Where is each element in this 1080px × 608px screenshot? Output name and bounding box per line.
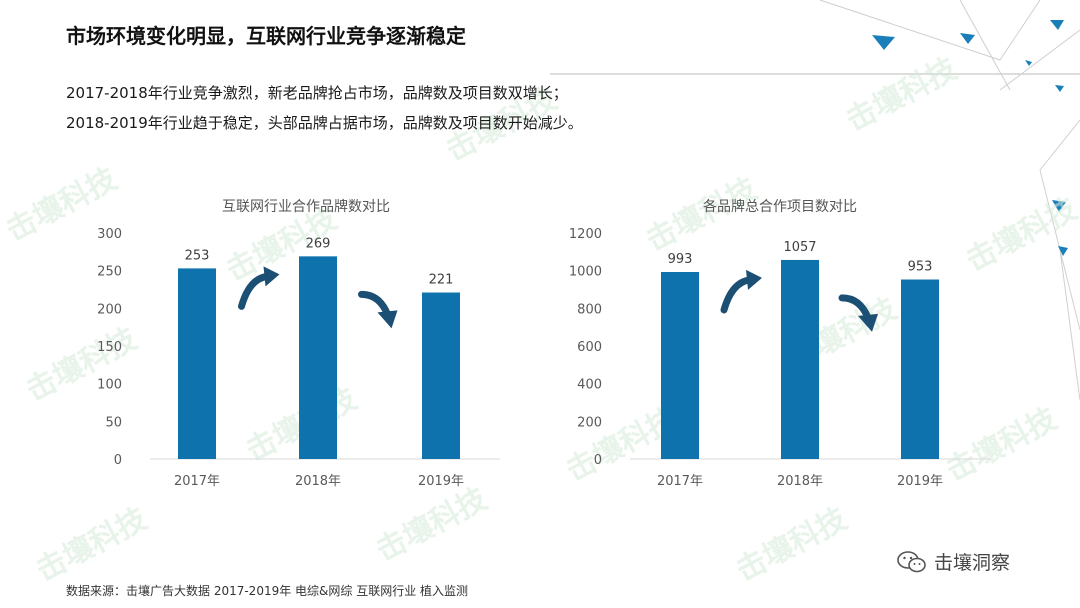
- y-tick-label: 600: [577, 340, 602, 355]
- y-tick-label: 1200: [569, 227, 602, 242]
- chart-2-title: 各品牌总合作项目数对比: [703, 199, 857, 215]
- data-label: 1057: [783, 240, 816, 255]
- data-label: 253: [185, 248, 210, 263]
- up-arrow-icon: [720, 276, 754, 314]
- summary-line-1: 2017-2018年行业竞争激烈，新老品牌抢占市场，品牌数及项目数双增长；: [66, 84, 568, 102]
- bar: [299, 256, 337, 459]
- chart-1-title: 互联网行业合作品牌数对比: [222, 199, 390, 215]
- bar: [901, 279, 939, 459]
- bar: [422, 292, 460, 459]
- y-tick-label: 400: [577, 378, 602, 393]
- x-tick-label: 2017年: [174, 474, 220, 489]
- data-label: 221: [429, 273, 454, 288]
- x-tick-label: 2018年: [777, 474, 823, 489]
- y-tick-label: 300: [97, 227, 122, 242]
- summary-line-2: 2018-2019年行业趋于稳定，头部品牌占据市场，品牌数及项目数开始减少。: [66, 114, 583, 132]
- page-title: 市场环境变化明显，互联网行业竞争逐渐稳定: [66, 24, 466, 48]
- y-tick-label: 1000: [569, 265, 602, 280]
- y-tick-label: 0: [114, 453, 122, 468]
- x-tick-label: 2017年: [657, 474, 703, 489]
- y-tick-label: 800: [577, 302, 602, 317]
- y-tick-label: 200: [577, 415, 602, 430]
- up-arrow-head-icon: [263, 266, 280, 287]
- down-arrow-icon: [358, 290, 391, 318]
- data-label: 269: [306, 236, 331, 251]
- y-tick-label: 100: [97, 378, 122, 393]
- up-arrow-icon: [238, 272, 271, 310]
- y-tick-label: 200: [97, 302, 122, 317]
- data-label: 953: [908, 260, 933, 275]
- x-tick-label: 2019年: [897, 474, 943, 489]
- down-arrow-head-icon: [377, 310, 398, 329]
- x-tick-label: 2018年: [295, 474, 341, 489]
- bar: [781, 259, 819, 459]
- down-arrow-icon: [838, 294, 872, 322]
- data-source-note: 数据来源：击壤广告大数据 2017-2019年 电综&网综 互联网行业 植入监测: [66, 584, 469, 598]
- brand-name: 击壤洞察: [934, 552, 1011, 574]
- y-tick-label: 0: [594, 453, 602, 468]
- data-label: 993: [668, 252, 693, 267]
- down-arrow-head-icon: [858, 313, 878, 332]
- brand-logo: 击壤洞察: [896, 548, 1010, 575]
- x-tick-label: 2019年: [418, 474, 464, 489]
- bar: [661, 271, 699, 459]
- y-tick-label: 50: [105, 415, 122, 430]
- y-tick-label: 250: [97, 265, 122, 280]
- wechat-icon: [897, 550, 926, 572]
- up-arrow-head-icon: [746, 269, 762, 290]
- bar: [178, 268, 216, 459]
- y-tick-label: 150: [97, 340, 122, 355]
